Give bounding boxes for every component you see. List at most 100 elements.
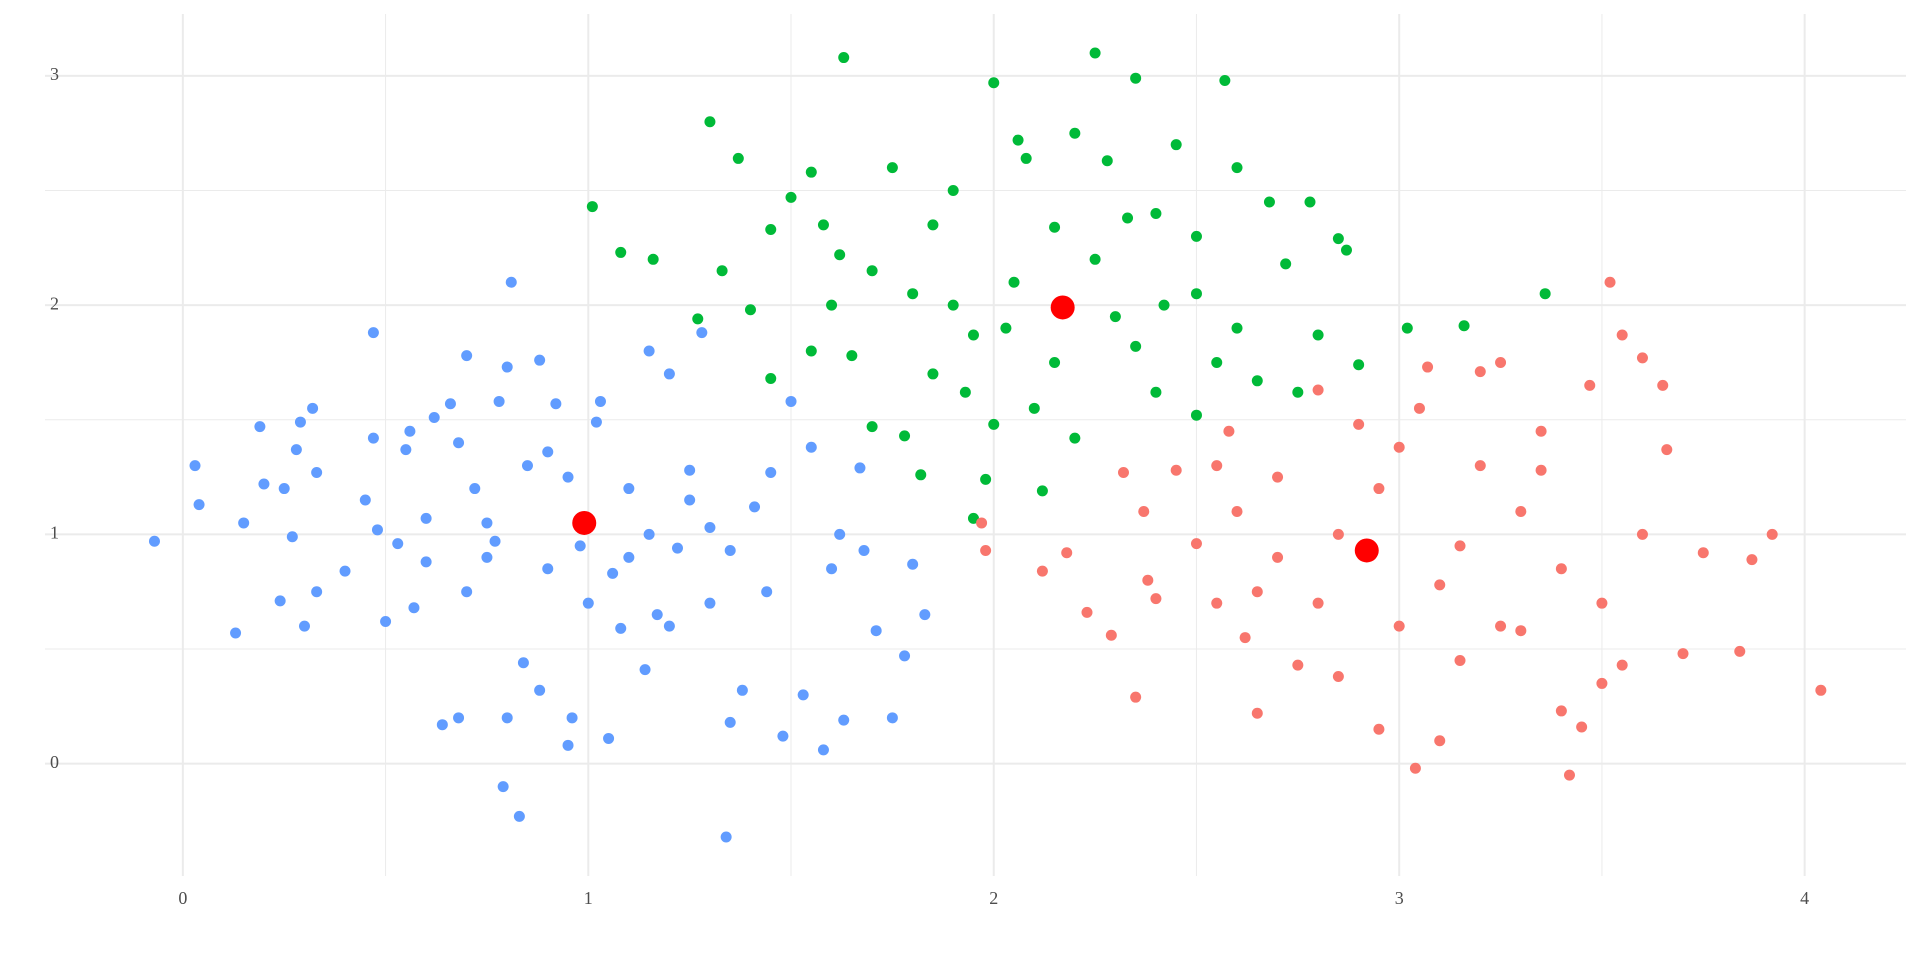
point [258, 478, 270, 490]
point [647, 253, 659, 265]
point [1393, 441, 1405, 453]
point [1454, 655, 1466, 666]
point [1312, 329, 1324, 341]
point [1616, 329, 1628, 341]
point [1661, 444, 1673, 456]
point [1190, 288, 1202, 300]
point [959, 386, 971, 398]
point [1292, 659, 1304, 671]
point [1223, 425, 1235, 437]
point [1028, 402, 1040, 414]
point [1766, 528, 1778, 540]
point [899, 650, 911, 662]
point [866, 265, 878, 277]
point [1422, 361, 1434, 373]
point [521, 460, 533, 472]
point [493, 395, 505, 407]
point [501, 712, 513, 724]
point [967, 512, 979, 524]
point [392, 538, 404, 550]
point [1340, 244, 1352, 256]
point [854, 462, 866, 474]
point [1036, 565, 1048, 577]
point [907, 558, 919, 570]
point [501, 361, 513, 373]
point [736, 684, 748, 696]
point [1008, 276, 1020, 288]
point [1036, 485, 1048, 497]
point [1138, 505, 1150, 517]
point [193, 499, 205, 511]
point [1150, 593, 1162, 605]
point [1734, 645, 1746, 657]
point [716, 265, 728, 277]
point [907, 288, 919, 300]
point [1251, 586, 1263, 598]
point [1434, 735, 1446, 747]
point [1697, 547, 1709, 559]
x-tick-label: 4 [1800, 888, 1809, 908]
point [1332, 233, 1344, 245]
point [623, 551, 635, 563]
point [562, 471, 574, 483]
point [1050, 295, 1075, 320]
point [1211, 597, 1223, 609]
point [967, 329, 979, 341]
point [400, 444, 412, 456]
point [1515, 625, 1527, 637]
point [1170, 464, 1182, 476]
point [1190, 409, 1202, 421]
point [817, 744, 829, 756]
y-tick-label: 2 [50, 293, 59, 313]
point [947, 299, 959, 311]
point [1539, 288, 1551, 300]
point [1109, 311, 1121, 323]
point [1353, 359, 1365, 371]
point [765, 224, 777, 235]
point [1636, 352, 1648, 364]
point [834, 249, 846, 261]
point [1239, 632, 1251, 644]
point [586, 201, 598, 213]
point [846, 350, 858, 362]
point [927, 368, 939, 380]
point [1312, 597, 1324, 609]
point [1555, 563, 1567, 575]
point [582, 597, 594, 609]
point [1219, 74, 1231, 86]
point [1170, 139, 1182, 151]
point [594, 395, 606, 407]
point [1815, 684, 1827, 696]
point [720, 831, 732, 843]
point [566, 712, 578, 724]
point [1142, 574, 1154, 586]
point [947, 185, 959, 197]
point [1535, 464, 1547, 476]
point [663, 620, 675, 632]
point [1190, 230, 1202, 242]
point [643, 345, 655, 357]
point [785, 191, 797, 203]
point [404, 425, 416, 437]
point [1280, 258, 1292, 270]
point [1354, 538, 1379, 563]
point [761, 586, 773, 598]
point [534, 354, 546, 366]
point [1535, 425, 1547, 437]
point [623, 483, 635, 495]
point [749, 501, 761, 513]
point [1393, 620, 1405, 632]
point [1012, 134, 1024, 146]
point [311, 586, 323, 598]
point [311, 467, 323, 479]
point [1458, 320, 1470, 332]
point [1474, 366, 1486, 378]
point [1657, 379, 1669, 391]
point [359, 494, 371, 506]
point [988, 77, 1000, 89]
point [286, 531, 298, 543]
point [1434, 579, 1446, 591]
point [436, 719, 448, 731]
